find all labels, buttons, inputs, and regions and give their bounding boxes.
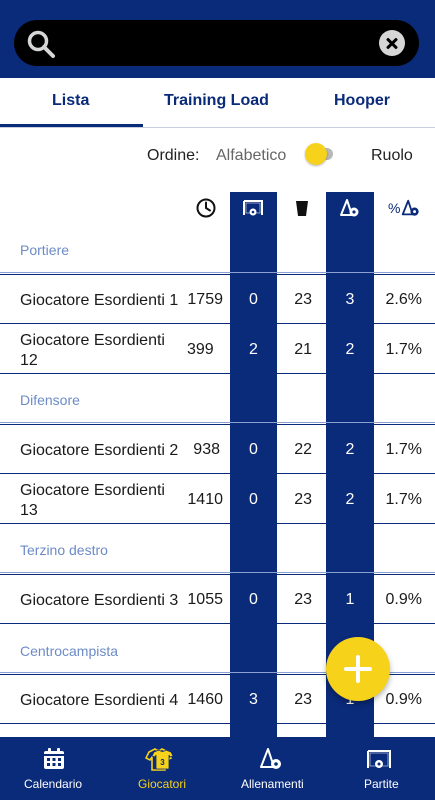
goals-value: 3 bbox=[249, 691, 258, 708]
add-button[interactable] bbox=[326, 637, 390, 701]
clock-icon bbox=[196, 198, 216, 218]
player-name: Giocatore Esordienti 12 bbox=[20, 332, 165, 369]
cup-value: 23 bbox=[294, 291, 312, 308]
jersey-icon: 3 bbox=[145, 748, 174, 771]
section-title-centrocampista: Centrocampista bbox=[20, 643, 119, 659]
section-title-difensore: Difensore bbox=[20, 392, 80, 408]
cup-value: 23 bbox=[294, 691, 312, 708]
tab-lista[interactable]: Lista bbox=[52, 92, 90, 109]
training-value: 2 bbox=[345, 341, 355, 358]
percent-value: 0.9% bbox=[385, 691, 422, 708]
minutes-value: 938 bbox=[193, 441, 220, 458]
row-divider bbox=[0, 523, 435, 524]
goals-value: 2 bbox=[249, 341, 258, 358]
cup-value: 22 bbox=[294, 441, 312, 458]
row-divider bbox=[0, 473, 435, 474]
row-divider bbox=[0, 674, 435, 675]
player-name: Giocatore Esordienti 13 bbox=[20, 482, 165, 519]
row-divider bbox=[0, 424, 435, 425]
player-name: Giocatore Esordienti 1 bbox=[20, 292, 179, 309]
cup-value: 21 bbox=[294, 341, 312, 358]
training-value: 1 bbox=[345, 591, 355, 608]
training-value: 2 bbox=[345, 491, 355, 508]
toggle-knob bbox=[305, 143, 327, 165]
percent-header: % bbox=[388, 200, 401, 216]
training-value: 3 bbox=[345, 291, 355, 308]
search-input[interactable] bbox=[66, 28, 366, 58]
nav-label: Partite bbox=[364, 777, 399, 791]
clear-search-icon[interactable] bbox=[379, 30, 405, 56]
player-name: Giocatore Esordienti 3 bbox=[20, 592, 179, 609]
row-divider bbox=[0, 323, 435, 324]
top-bar bbox=[0, 0, 435, 78]
active-tab-indicator bbox=[0, 124, 143, 127]
row-divider bbox=[0, 623, 435, 624]
goal-icon bbox=[243, 200, 263, 216]
training-icon bbox=[340, 199, 359, 217]
percent-value: 2.6% bbox=[385, 291, 422, 308]
percent-training-icon bbox=[401, 199, 419, 216]
minutes-value: 399 bbox=[187, 341, 214, 358]
percent-value: 1.7% bbox=[385, 491, 422, 508]
minutes-value: 1460 bbox=[187, 691, 223, 708]
search-bar[interactable] bbox=[14, 20, 419, 66]
svg-text:3: 3 bbox=[160, 758, 165, 767]
goal-icon bbox=[367, 750, 391, 768]
bottom-nav: Calendario 3 Giocatori Allenamenti Parti… bbox=[0, 737, 435, 800]
search-icon[interactable] bbox=[26, 29, 56, 59]
section-title-terzino-destro: Terzino destro bbox=[20, 542, 108, 558]
percent-value: 1.7% bbox=[385, 341, 422, 358]
order-option-role[interactable]: Ruolo bbox=[371, 147, 413, 164]
row-divider bbox=[0, 274, 435, 275]
nav-partite[interactable]: Partite bbox=[324, 737, 435, 800]
row-divider bbox=[0, 574, 435, 575]
calendar-icon bbox=[44, 748, 64, 769]
nav-calendario[interactable]: Calendario bbox=[0, 737, 108, 800]
row-divider bbox=[0, 422, 435, 423]
nav-label: Allenamenti bbox=[241, 777, 304, 791]
order-toggle[interactable] bbox=[305, 143, 333, 165]
goals-value: 0 bbox=[249, 491, 258, 508]
row-divider bbox=[0, 373, 435, 374]
nav-label: Giocatori bbox=[138, 777, 187, 791]
row-divider bbox=[0, 723, 435, 724]
goals-value: 0 bbox=[249, 291, 258, 308]
row-divider bbox=[0, 672, 435, 673]
training-icon bbox=[260, 748, 281, 769]
cup-value: 23 bbox=[294, 591, 312, 608]
nav-allenamenti[interactable]: Allenamenti bbox=[216, 737, 324, 800]
order-option-alphabetical[interactable]: Alfabetico bbox=[216, 147, 287, 164]
goal-column-bg bbox=[230, 192, 277, 737]
player-name: Giocatore Esordienti 2 bbox=[20, 442, 179, 459]
training-value: 2 bbox=[345, 441, 355, 458]
player-name: Giocatore Esordienti 4 bbox=[20, 692, 179, 709]
tab-training-load[interactable]: Training Load bbox=[164, 92, 269, 109]
goals-value: 0 bbox=[249, 591, 258, 608]
minutes-value: 1759 bbox=[187, 291, 223, 308]
nav-giocatori[interactable]: 3 Giocatori bbox=[108, 737, 216, 800]
cup-value: 23 bbox=[294, 491, 312, 508]
tab-bar: Lista Training Load Hooper bbox=[0, 78, 435, 128]
percent-value: 1.7% bbox=[385, 441, 422, 458]
minutes-value: 1410 bbox=[187, 491, 223, 508]
minutes-value: 1055 bbox=[187, 591, 223, 608]
order-row: Ordine: Alfabetico Ruolo bbox=[0, 138, 435, 174]
order-label: Ordine: bbox=[147, 147, 200, 164]
cup-icon bbox=[296, 201, 308, 216]
tab-hooper[interactable]: Hooper bbox=[334, 92, 390, 109]
row-divider bbox=[0, 272, 435, 273]
nav-label: Calendario bbox=[24, 777, 83, 791]
percent-value: 0.9% bbox=[385, 591, 422, 608]
section-title-portiere: Portiere bbox=[20, 242, 70, 258]
goals-value: 0 bbox=[249, 441, 258, 458]
row-divider bbox=[0, 572, 435, 573]
